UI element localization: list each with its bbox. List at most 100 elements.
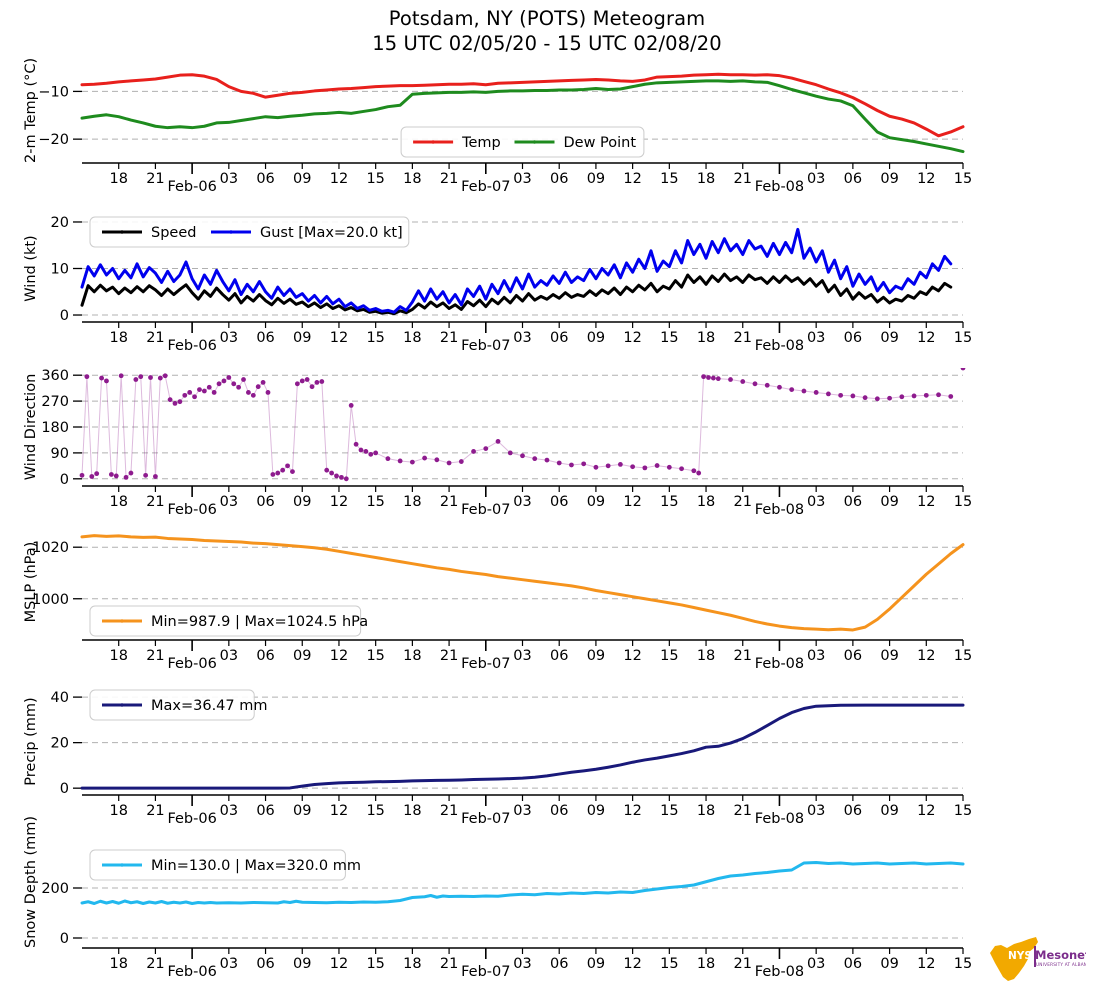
x-hour-label: 09 [293,803,311,819]
data-point [108,472,114,477]
data-point [666,464,672,470]
legend-box [89,689,255,721]
x-hour-label: 06 [550,648,568,664]
x-hour-label: 18 [697,171,715,187]
legend-wind: Speed Gust [Max=20.0 kt] [89,216,410,248]
x-day-label: Feb-06 [167,964,216,980]
data-point [874,396,880,402]
legend-mslp: Min=987.9 | Max=1024.5 hPa [89,605,368,637]
x-hour-label: 15 [366,171,384,187]
x-hour-label: 03 [807,956,825,972]
legend-temperature: Temp Dew Point [400,126,645,158]
x-hour-label: 15 [366,803,384,819]
x-hour-label: 06 [550,956,568,972]
x-hour-label: 18 [697,330,715,346]
data-point [89,474,95,479]
data-point [458,459,464,464]
data-point [789,387,795,392]
x-hour-label: 09 [587,171,605,187]
x-hour-label: 15 [366,330,384,346]
x-day-label: Feb-07 [461,338,510,354]
x-hour-label: 21 [734,494,752,510]
data-point [133,377,139,382]
x-hour-label: 06 [844,494,862,510]
legend-marker [532,140,537,144]
x-hour-label: 15 [954,494,972,510]
x-hour-label: 18 [109,330,127,346]
data-point [960,368,966,371]
data-point [715,376,721,382]
x-hour-label: 12 [330,648,348,664]
x-day-label: Feb-06 [167,502,216,518]
data-point [94,471,100,477]
y-axis-label-precip: Precip (mm) [23,697,39,786]
data-point [153,474,158,479]
data-point [422,455,428,461]
x-hour-label: 15 [660,956,678,972]
data-point [348,403,354,408]
data-line [80,272,953,316]
data-point [148,375,153,380]
data-point [363,449,369,454]
x-hour-label: 12 [917,648,935,664]
x-hour-label: 06 [256,803,274,819]
x-hour-label: 09 [880,956,898,972]
data-point [556,460,562,466]
x-hour-label: 21 [146,494,164,510]
y-tick-label: 180 [41,420,69,436]
data-point [385,456,391,462]
y-axis-label-temperature: 2-m Temp (°C) [23,57,39,163]
x-hour-label: 15 [366,648,384,664]
logo-mesonet-text: Mesonet [1035,948,1086,962]
y-tick-label: −20 [38,132,69,148]
data-point [255,384,261,390]
data-point [777,384,782,390]
x-day-label: Feb-07 [461,964,510,980]
x-hour-label: 15 [366,494,384,510]
data-line [80,703,965,790]
x-day-label: Feb-06 [167,179,216,195]
x-hour-label: 15 [660,494,678,510]
data-point [339,474,344,480]
data-point [221,378,227,384]
x-day-label: Feb-07 [461,811,510,827]
x-hour-label: 15 [954,171,972,187]
y-tick-label: −10 [38,84,69,100]
chart-title: Potsdam, NY (POTS) Meteogram 15 UTC 02/0… [0,6,1094,56]
x-hour-label: 12 [330,330,348,346]
data-point [701,374,706,380]
y-tick-label: 0 [60,781,69,797]
panel-temperature: −20 −10 18 21 Feb-06 03 06 09 12 15 18 21 Feb-07 03 06… [0,58,1094,203]
x-hour-label: 03 [807,648,825,664]
data-point [197,387,202,392]
x-hour-label: 15 [954,956,972,972]
data-point [936,392,941,398]
data-point [246,390,251,395]
x-hour-label: 12 [623,171,641,187]
x-hour-label: 18 [109,494,127,510]
x-hour-label: 03 [513,803,531,819]
data-point [544,457,550,463]
x-hour-label: 12 [917,956,935,972]
x-day-label: Feb-06 [167,656,216,672]
x-hour-label: 09 [587,803,605,819]
y-tick-label: 1020 [32,540,69,556]
panel-wind: 0 10 20 18 21 Feb-06 03 06 09 12 15 18 21 Feb-07 03 06 0… [0,215,1094,362]
data-point [138,374,144,380]
data-point [143,472,149,478]
logo-svg: NYS Mesonet UNIVERSITY AT ALBANY [990,937,1091,981]
data-point [358,447,364,453]
data-point [206,384,212,390]
data-point [911,393,917,399]
x-hour-label: 09 [587,956,605,972]
data-point [801,388,807,394]
x-hour-label: 06 [550,803,568,819]
legend-marker [120,230,124,234]
data-point [236,384,242,390]
x-hour-label: 03 [220,171,238,187]
data-point [471,449,476,454]
